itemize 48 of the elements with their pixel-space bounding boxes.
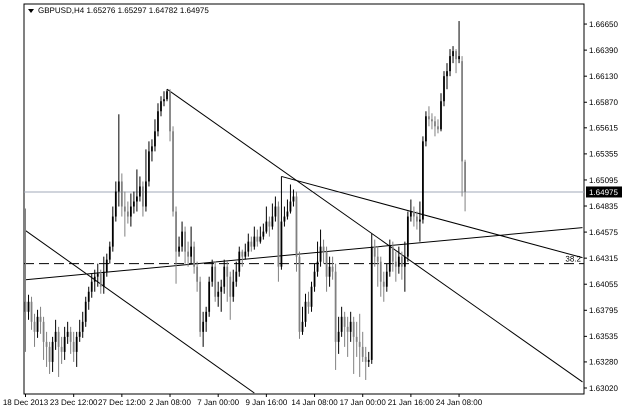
y-tick-label: 1.63020: [589, 384, 618, 393]
x-tick-label: 17 Jan 00:00: [340, 398, 386, 407]
chart-title: GBPUSD,H4 1.65276 1.65297 1.64782 1.64975: [38, 6, 210, 15]
candlestick: [130, 192, 132, 228]
y-tick-label: 1.63280: [589, 358, 618, 367]
candlestick: [400, 251, 403, 280]
ref-line-label: 1.64975: [589, 188, 618, 197]
x-tick-label: 23 Dec 12:00: [50, 398, 98, 407]
y-tick-label: 1.65615: [589, 124, 618, 133]
y-tick-label: 1.64835: [589, 202, 618, 211]
candlestick: [412, 206, 415, 228]
candlestick: [64, 326, 66, 360]
candlestick: [24, 208, 26, 352]
y-tick-label: 1.65870: [589, 98, 618, 108]
candlestick: [437, 118, 439, 134]
candlestick: [428, 106, 430, 127]
candlestick: [136, 168, 138, 212]
candlestick: [36, 309, 38, 338]
candlestick: [28, 294, 30, 320]
x-tick-label: 24 Jan 08:00: [436, 398, 483, 407]
x-tick-label: 2 Jan 08:00: [149, 398, 192, 407]
x-tick-label: 9 Jan 16:00: [245, 398, 288, 407]
candlestick: [184, 226, 186, 264]
y-tick-label: 1.66390: [589, 46, 618, 55]
candlestick: [202, 311, 204, 348]
candlestick: [434, 116, 436, 137]
y-tick-label: 1.64055: [589, 280, 618, 290]
y-tick-label: 1.65355: [589, 150, 618, 159]
x-tick-label: 14 Jan 08:00: [291, 398, 338, 407]
annotation: 38.2: [565, 254, 582, 264]
x-tick-label: 21 Jan 16:00: [388, 398, 435, 407]
y-tick-label: 1.63795: [589, 306, 618, 316]
y-tick-label: 1.64575: [589, 228, 618, 237]
x-tick-label: 18 Dec 2013: [2, 398, 49, 407]
candlestick: [181, 221, 183, 252]
candlestick: [455, 48, 457, 74]
y-tick-label: 1.63535: [589, 332, 618, 342]
candlestick: [308, 291, 310, 314]
y-tick-label: 1.65095: [589, 176, 618, 185]
y-tick-label: 1.66130: [589, 72, 618, 81]
candlestick: [142, 180, 144, 218]
y-tick-label: 1.66650: [589, 20, 618, 29]
candlestick: [458, 20, 460, 64]
x-tick-label: 27 Dec 12:00: [98, 398, 146, 407]
y-tick-label: 1.64315: [589, 254, 618, 263]
x-tick-label: 7 Jan 00:00: [197, 398, 240, 407]
candlestick: [58, 326, 60, 378]
candlestick: [268, 216, 270, 238]
